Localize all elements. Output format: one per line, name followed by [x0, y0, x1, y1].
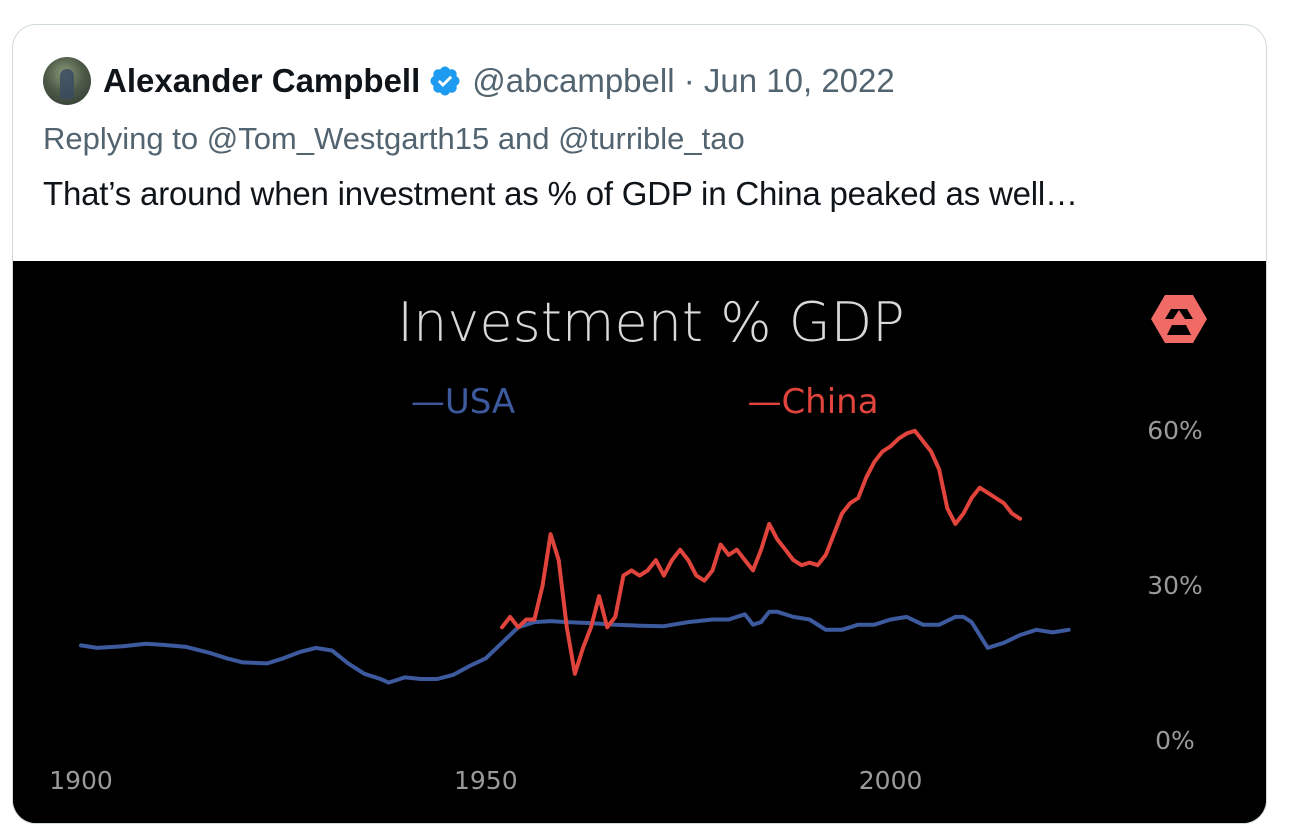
replying-to-line: Replying to @Tom_Westgarth15 and @turrib… [43, 121, 745, 157]
reply-joiner: and [497, 121, 550, 156]
series-line-usa [79, 609, 1071, 685]
tweet-media-chart[interactable]: Investment % GDP —USA —China 0% 30% 60% 190… [13, 261, 1266, 823]
verified-badge-icon[interactable] [428, 64, 462, 98]
tweet-date[interactable]: Jun 10, 2022 [703, 62, 895, 99]
x-axis-ticks: 1900 1950 2000 [49, 766, 922, 795]
chart-title: Investment % GDP [397, 291, 905, 354]
reply-user-link[interactable]: @Tom_Westgarth15 [206, 121, 490, 156]
author-display-name[interactable]: Alexander Campbell [103, 62, 421, 99]
y-tick-label: 30% [1147, 571, 1203, 600]
brand-logo-icon [1151, 295, 1207, 343]
tweet-card[interactable]: Alexander Campbell @abcampbell · Jun 10,… [12, 24, 1267, 824]
reply-prefix: Replying to [43, 121, 199, 156]
legend-item-usa: —USA [411, 382, 515, 422]
x-tick-label: 1900 [49, 766, 113, 795]
x-tick-label: 1950 [454, 766, 518, 795]
tweet-text: That’s around when investment as % of GD… [43, 175, 1078, 212]
author-handle[interactable]: @abcampbell [472, 62, 675, 99]
reply-user-link[interactable]: @turrible_tao [558, 121, 745, 156]
series-lines [79, 428, 1071, 685]
y-tick-label: 60% [1147, 416, 1203, 445]
investment-chart: Investment % GDP —USA —China 0% 30% 60% 190… [13, 261, 1266, 823]
avatar[interactable] [43, 57, 91, 105]
legend-item-china: —China [747, 382, 878, 422]
tweet-header: Alexander Campbell @abcampbell · Jun 10,… [43, 55, 895, 107]
separator-dot: · [683, 62, 695, 99]
handle-and-date: @abcampbell · Jun 10, 2022 [472, 62, 894, 100]
x-tick-label: 2000 [859, 766, 923, 795]
chart-background [13, 261, 1266, 823]
chart-legend: —USA —China [411, 382, 879, 422]
series-line-china [500, 428, 1023, 676]
y-axis-ticks: 0% 30% 60% [1147, 416, 1203, 755]
y-tick-label: 0% [1155, 726, 1195, 755]
